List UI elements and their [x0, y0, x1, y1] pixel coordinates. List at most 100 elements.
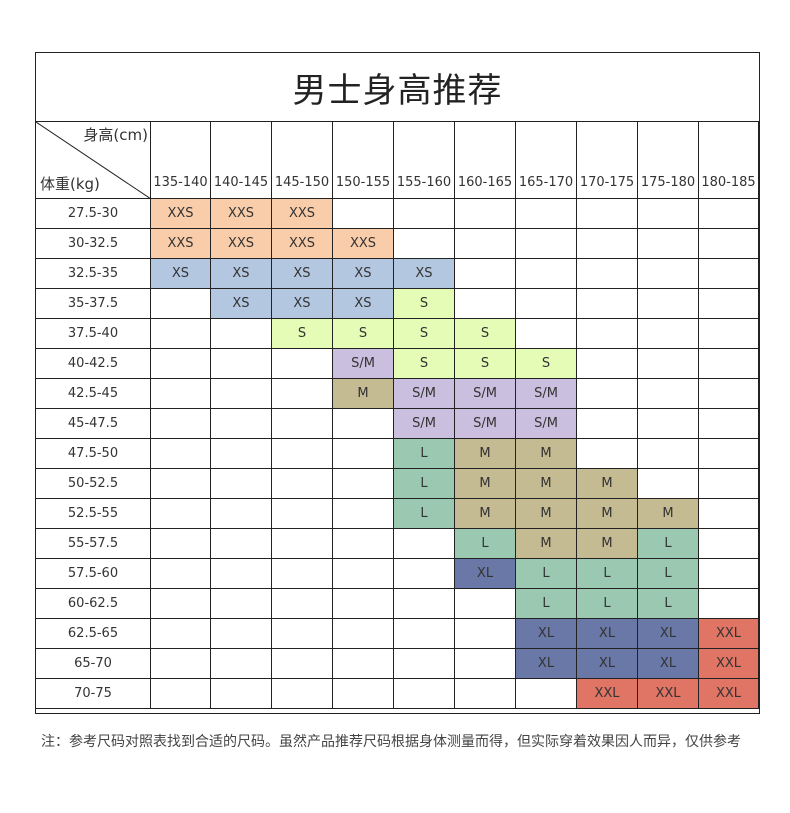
empty-cell [272, 409, 333, 439]
weight-label: 45-47.5 [36, 409, 151, 439]
weight-label: 62.5-65 [36, 619, 151, 649]
size-cell: S/M [516, 409, 577, 439]
weight-label: 40-42.5 [36, 349, 151, 379]
weight-label: 37.5-40 [36, 319, 151, 349]
empty-cell [638, 289, 699, 319]
size-cell: S [516, 349, 577, 379]
empty-cell [394, 559, 455, 589]
size-cell: XXS [272, 199, 333, 229]
empty-cell [211, 649, 272, 679]
height-header: 175-180 [638, 122, 699, 199]
size-cell: S [394, 349, 455, 379]
weight-label: 70-75 [36, 679, 151, 709]
empty-cell [638, 349, 699, 379]
size-cell: XXS [272, 229, 333, 259]
size-cell: S [394, 319, 455, 349]
size-cell: XXL [577, 679, 638, 709]
empty-cell [211, 619, 272, 649]
size-cell: M [516, 469, 577, 499]
size-cell: L [394, 499, 455, 529]
size-cell: XS [333, 259, 394, 289]
empty-cell [455, 649, 516, 679]
empty-cell [394, 619, 455, 649]
size-cell: XS [272, 259, 333, 289]
empty-cell [577, 409, 638, 439]
size-cell: XS [211, 259, 272, 289]
empty-cell [151, 409, 211, 439]
empty-cell [638, 409, 699, 439]
size-cell: XL [455, 559, 516, 589]
weight-label: 52.5-55 [36, 499, 151, 529]
empty-cell [638, 439, 699, 469]
empty-cell [699, 379, 759, 409]
weight-label: 50-52.5 [36, 469, 151, 499]
size-cell: M [577, 469, 638, 499]
empty-cell [333, 439, 394, 469]
size-cell: L [516, 559, 577, 589]
weight-label: 30-32.5 [36, 229, 151, 259]
size-cell: XS [272, 289, 333, 319]
weight-label: 65-70 [36, 649, 151, 679]
empty-cell [394, 229, 455, 259]
empty-cell [455, 679, 516, 709]
empty-cell [151, 619, 211, 649]
height-header: 145-150 [272, 122, 333, 199]
empty-cell [577, 379, 638, 409]
size-cell: XS [211, 289, 272, 319]
empty-cell [577, 229, 638, 259]
size-cell: XXL [638, 679, 699, 709]
height-header: 140-145 [211, 122, 272, 199]
weight-label: 32.5-35 [36, 259, 151, 289]
empty-cell [638, 229, 699, 259]
size-cell: L [394, 439, 455, 469]
empty-cell [638, 379, 699, 409]
size-cell: S/M [455, 379, 516, 409]
empty-cell [638, 469, 699, 499]
empty-cell [577, 259, 638, 289]
size-cell: M [455, 499, 516, 529]
empty-cell [699, 409, 759, 439]
empty-cell [455, 199, 516, 229]
size-cell: M [333, 379, 394, 409]
height-header: 170-175 [577, 122, 638, 199]
empty-cell [272, 649, 333, 679]
size-cell: XL [577, 619, 638, 649]
size-cell: S/M [516, 379, 577, 409]
empty-cell [272, 349, 333, 379]
empty-cell [151, 319, 211, 349]
empty-cell [211, 499, 272, 529]
size-cell: M [638, 499, 699, 529]
empty-cell [577, 319, 638, 349]
size-cell: XXS [151, 199, 211, 229]
empty-cell [272, 619, 333, 649]
empty-cell [333, 589, 394, 619]
height-axis-label: 身高(cm) [83, 126, 148, 144]
empty-cell [333, 469, 394, 499]
weight-label: 27.5-30 [36, 199, 151, 229]
size-cell: L [638, 559, 699, 589]
size-cell: S [455, 319, 516, 349]
empty-cell [699, 439, 759, 469]
empty-cell [211, 529, 272, 559]
size-cell: XL [577, 649, 638, 679]
empty-cell [455, 619, 516, 649]
empty-cell [455, 259, 516, 289]
empty-cell [211, 319, 272, 349]
empty-cell [577, 349, 638, 379]
empty-cell [699, 559, 759, 589]
weight-axis-label: 体重(kg) [40, 175, 100, 193]
size-cell: M [516, 439, 577, 469]
size-chart: 男士身高推荐 身高(cm) 体重(kg) 135-140 140-145 145-1… [35, 52, 760, 714]
height-header: 180-185 [699, 122, 759, 199]
size-cell: XS [333, 289, 394, 319]
empty-cell [699, 289, 759, 319]
weight-label: 42.5-45 [36, 379, 151, 409]
empty-cell [211, 349, 272, 379]
size-cell: M [516, 499, 577, 529]
empty-cell [272, 589, 333, 619]
empty-cell [577, 199, 638, 229]
corner-header: 身高(cm) 体重(kg) [36, 122, 151, 199]
empty-cell [211, 589, 272, 619]
size-cell: L [638, 589, 699, 619]
empty-cell [333, 619, 394, 649]
